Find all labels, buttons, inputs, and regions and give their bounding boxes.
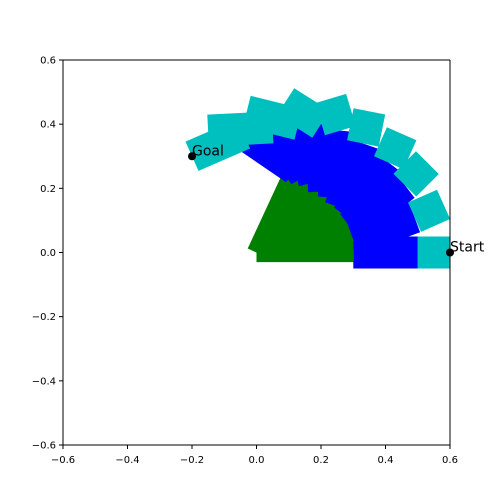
link3-pose-1 bbox=[408, 189, 450, 232]
endpoint-markers: Start Goal bbox=[188, 143, 485, 257]
y-tick-label: −0.6 bbox=[32, 441, 56, 452]
x-tick-label: −0.4 bbox=[115, 455, 139, 466]
link3-pose-0 bbox=[417, 236, 450, 269]
x-tick-label: 0.0 bbox=[249, 455, 265, 466]
y-tick-label: 0.2 bbox=[40, 184, 56, 195]
x-tick-label: −0.2 bbox=[180, 455, 204, 466]
link2-pose-1 bbox=[347, 202, 421, 255]
y-tick-label: 0.4 bbox=[40, 120, 56, 131]
goal-point bbox=[188, 152, 196, 161]
arm-links bbox=[185, 88, 450, 269]
goal-label: Goal bbox=[192, 143, 224, 159]
link3-pose-9 bbox=[185, 119, 251, 171]
y-tick-label: −0.2 bbox=[32, 312, 56, 323]
y-tick-label: 0.0 bbox=[40, 248, 56, 259]
link3-pose-5 bbox=[315, 93, 356, 136]
link1-pose-9 bbox=[247, 165, 304, 257]
x-tick-label: 0.6 bbox=[442, 455, 458, 466]
x-tick-label: 0.4 bbox=[378, 455, 394, 466]
x-tick-label: −0.6 bbox=[51, 455, 75, 466]
link3-pose-4 bbox=[347, 108, 386, 147]
start-point bbox=[446, 248, 454, 257]
link3-pose-3 bbox=[374, 127, 417, 170]
link3-pose-6 bbox=[276, 88, 330, 138]
y-tick-label: 0.6 bbox=[40, 56, 56, 67]
y-tick-label: −0.4 bbox=[32, 376, 56, 387]
x-tick-label: 0.2 bbox=[313, 455, 329, 466]
axis-ticks: −0.6 −0.4 −0.2 0.0 0.2 0.4 0.6 −0.6 −0.4 −0.2 0.0 0… bbox=[32, 56, 458, 467]
start-label: Start bbox=[450, 240, 485, 256]
